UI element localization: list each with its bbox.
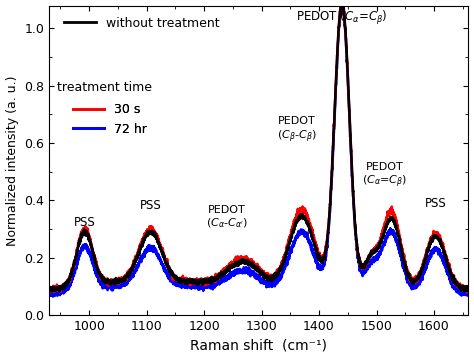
Text: treatment time: treatment time: [57, 81, 152, 95]
Legend: 30 s, 72 hr: 30 s, 72 hr: [68, 98, 152, 141]
Text: PEDOT
$(C_{\beta}$-$C_{\beta})$: PEDOT $(C_{\beta}$-$C_{\beta})$: [277, 116, 317, 145]
Text: PEDOT
$(C_{\alpha}$-$C_{\alpha'})$: PEDOT $(C_{\alpha}$-$C_{\alpha'})$: [206, 205, 248, 231]
Y-axis label: Normalized intensity (a. u.): Normalized intensity (a. u.): [6, 75, 18, 246]
Text: PSS: PSS: [140, 199, 162, 212]
Text: PSS: PSS: [425, 198, 447, 211]
Text: PSS: PSS: [74, 216, 95, 229]
Text: PEDOT $(C_{\alpha}$=$C_{\beta})$: PEDOT $(C_{\alpha}$=$C_{\beta})$: [296, 9, 388, 27]
Text: PEDOT
$(C_{\alpha}$=$C_{\beta})$: PEDOT $(C_{\alpha}$=$C_{\beta})$: [363, 162, 408, 190]
X-axis label: Raman shift  (cm⁻¹): Raman shift (cm⁻¹): [190, 338, 327, 352]
